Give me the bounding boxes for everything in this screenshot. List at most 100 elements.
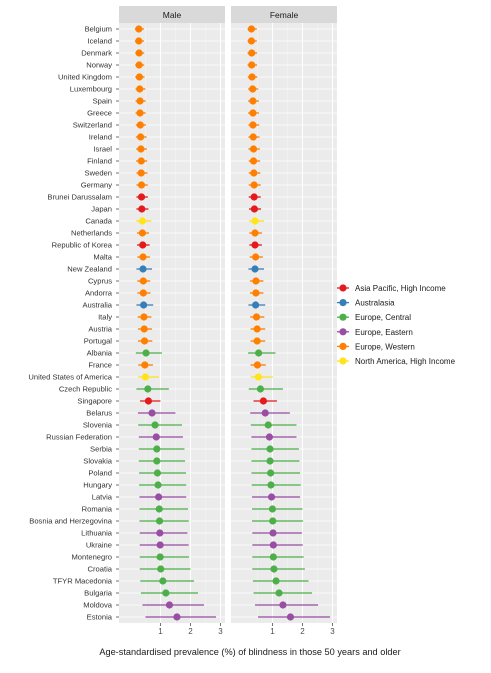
estimate-point [249, 133, 257, 141]
estimate-point [144, 397, 153, 405]
estimate-point [269, 541, 277, 549]
estimate-point [247, 25, 256, 33]
estimate-point [155, 493, 163, 501]
country-label: Australia [82, 301, 112, 310]
country-label: Moldova [83, 601, 112, 610]
estimate-point [248, 61, 256, 69]
legend-key-point [339, 357, 347, 365]
country-label: France [88, 361, 112, 370]
country-label: Norway [86, 61, 112, 70]
estimate-point [249, 121, 257, 129]
estimate-point [275, 589, 283, 597]
estimate-point [135, 61, 143, 69]
country-label: Bosnia and Herzegovina [29, 517, 113, 526]
estimate-point [269, 517, 277, 525]
x-tick-label: 1 [158, 627, 163, 636]
country-label: Republic of Korea [52, 241, 113, 250]
estimate-point [135, 37, 143, 45]
country-label: Japan [91, 205, 112, 214]
legend-label: Australasia [355, 299, 395, 308]
estimate-point [253, 337, 261, 345]
estimate-point [251, 229, 259, 237]
estimate-point [152, 433, 160, 441]
country-label: United Kingdom [58, 73, 112, 82]
legend-label: Europe, Western [355, 342, 415, 351]
estimate-point [137, 169, 145, 177]
panel-background [119, 23, 225, 623]
estimate-point [252, 301, 260, 309]
estimate-point [286, 613, 295, 621]
country-label: Romania [82, 505, 113, 514]
estimate-point [248, 49, 256, 57]
estimate-point [137, 181, 146, 189]
country-label: Ukraine [86, 541, 112, 550]
legend: Asia Pacific, High Income Australasia Euro… [337, 284, 456, 366]
estimate-point [153, 445, 161, 453]
country-label: Spain [93, 97, 112, 106]
x-tick-label: 3 [330, 627, 335, 636]
estimate-point [270, 565, 278, 573]
country-label: Denmark [81, 49, 112, 58]
estimate-point [162, 589, 170, 597]
estimate-point [266, 445, 274, 453]
country-label: Estonia [87, 613, 113, 622]
estimate-point [252, 313, 261, 321]
estimate-point [254, 373, 262, 381]
legend-key-point [339, 342, 347, 350]
country-label: Israel [93, 145, 112, 154]
estimate-point [138, 205, 146, 213]
estimate-point [148, 409, 156, 417]
country-label: Hungary [83, 481, 112, 490]
estimate-point [139, 277, 147, 285]
estimate-point [279, 601, 287, 609]
legend-key-point [339, 328, 347, 336]
estimate-point [140, 301, 148, 309]
country-label: Austria [88, 325, 112, 334]
estimate-point [137, 145, 145, 153]
estimate-point [250, 193, 258, 201]
country-label: Brunei Darussalam [47, 193, 112, 202]
estimate-point [248, 73, 256, 81]
country-label: Iceland [88, 37, 113, 46]
country-label: Sweden [85, 169, 112, 178]
estimate-point [155, 517, 164, 525]
estimate-point [250, 181, 258, 189]
country-label: United States of America [28, 373, 112, 382]
legend-key-point [339, 313, 347, 321]
country-label: Greece [87, 109, 112, 118]
estimate-point [159, 577, 167, 585]
estimate-point [156, 541, 164, 549]
estimate-point [265, 433, 274, 441]
country-label: Albania [87, 349, 113, 358]
country-label: TFYR Macedonia [53, 577, 113, 586]
country-label: New Zealand [67, 265, 112, 274]
estimate-point [138, 217, 147, 225]
country-label: Lithuania [81, 529, 113, 538]
estimate-point [272, 577, 280, 585]
estimate-point [259, 397, 268, 405]
country-label: Bulgaria [84, 589, 113, 598]
estimate-point [140, 337, 149, 345]
panel-title: Male [163, 10, 182, 20]
panel-strip [119, 6, 225, 23]
estimate-point [249, 85, 257, 93]
legend-label: Europe, Eastern [355, 328, 413, 337]
panels-layer: Male 1 2 3 Female 1 2 3 [119, 6, 337, 636]
estimate-point [249, 109, 257, 117]
estimate-point [137, 193, 146, 201]
country-label: Croatia [88, 565, 113, 574]
country-label: Switzerland [73, 121, 112, 130]
estimate-point [266, 457, 274, 465]
country-label: Germany [81, 181, 112, 190]
estimate-point [249, 157, 258, 165]
estimate-point [249, 97, 257, 105]
estimate-point [253, 325, 261, 333]
country-label: Poland [88, 469, 112, 478]
estimate-point [267, 481, 275, 489]
country-label: Finland [87, 157, 112, 166]
country-label: Canada [85, 217, 112, 226]
x-tick-label: 2 [300, 627, 305, 636]
estimate-point [137, 157, 145, 165]
estimate-point [140, 325, 148, 333]
